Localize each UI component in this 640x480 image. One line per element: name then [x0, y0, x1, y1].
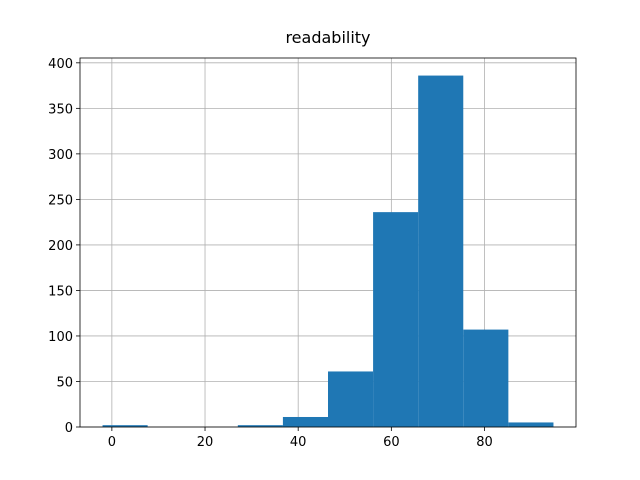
- bar: [102, 425, 148, 427]
- bar: [282, 416, 328, 427]
- y-tick-label: 250: [48, 193, 73, 208]
- bar: [508, 422, 554, 427]
- bar: [328, 371, 374, 427]
- x-tick-label: 60: [383, 435, 400, 450]
- y-tick-label: 350: [48, 102, 73, 117]
- y-tick-label: 100: [48, 330, 73, 345]
- bar: [418, 75, 464, 428]
- y-tick-label: 300: [48, 148, 73, 163]
- x-tick-label: 40: [290, 435, 307, 450]
- bar: [463, 329, 509, 427]
- y-tick-label: 400: [48, 57, 73, 72]
- y-tick-label: 0: [65, 421, 73, 436]
- y-tick-label: 200: [48, 239, 73, 254]
- x-tick-label: 0: [108, 435, 116, 450]
- y-tick-label: 150: [48, 284, 73, 299]
- x-tick-label: 80: [476, 435, 493, 450]
- axis-layer: 0 50 100 150 200 250 300 350 400 0 20 40 60 80: [48, 57, 493, 450]
- bar: [373, 212, 419, 427]
- chart-title: readability: [285, 28, 370, 47]
- y-tick-label: 50: [56, 375, 73, 390]
- bar-layer: [102, 75, 554, 428]
- axes-frame: [79, 57, 577, 428]
- x-tick-label: 20: [197, 435, 214, 450]
- bar: [237, 425, 283, 427]
